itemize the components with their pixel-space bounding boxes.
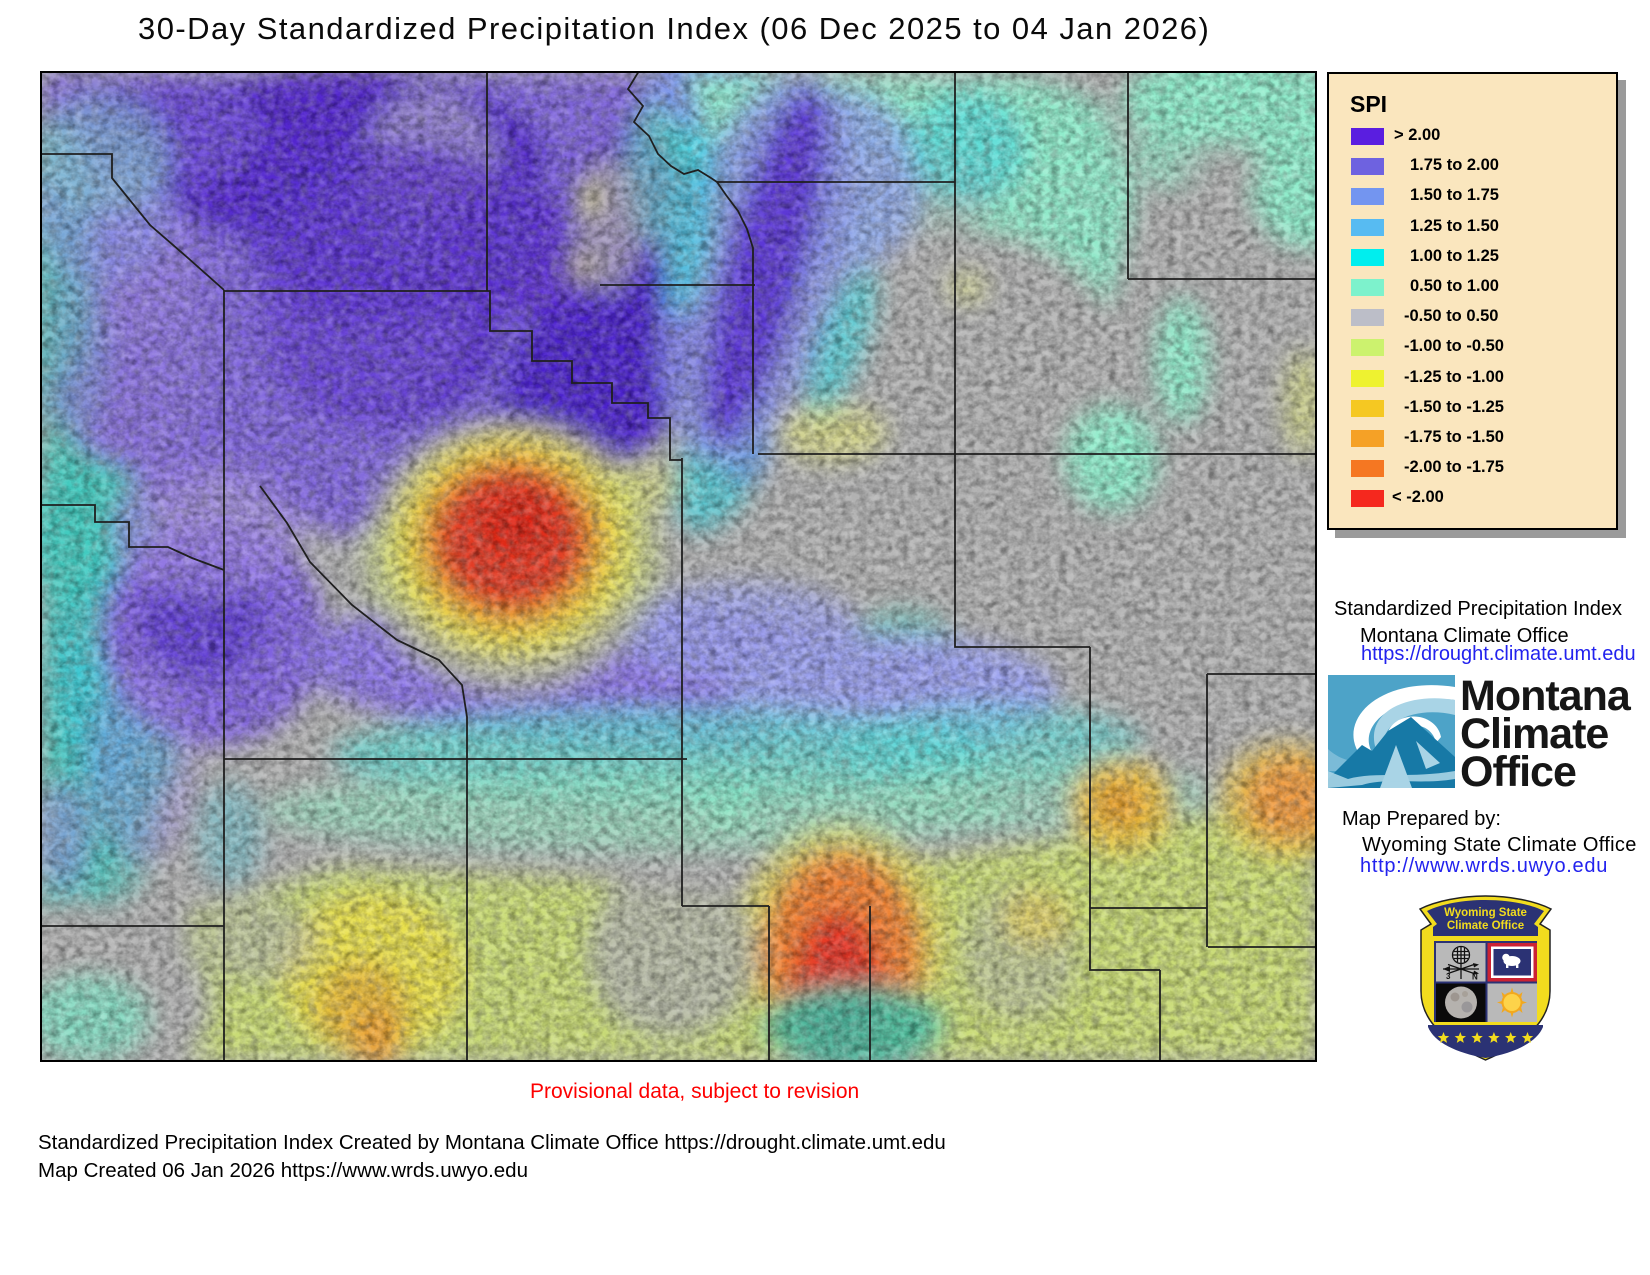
svg-text:Climate Office: Climate Office <box>1447 920 1524 932</box>
svg-text:N: N <box>1472 973 1478 982</box>
svg-text:3: 3 <box>1446 972 1451 981</box>
svg-text:Wyoming State: Wyoming State <box>1444 907 1527 919</box>
